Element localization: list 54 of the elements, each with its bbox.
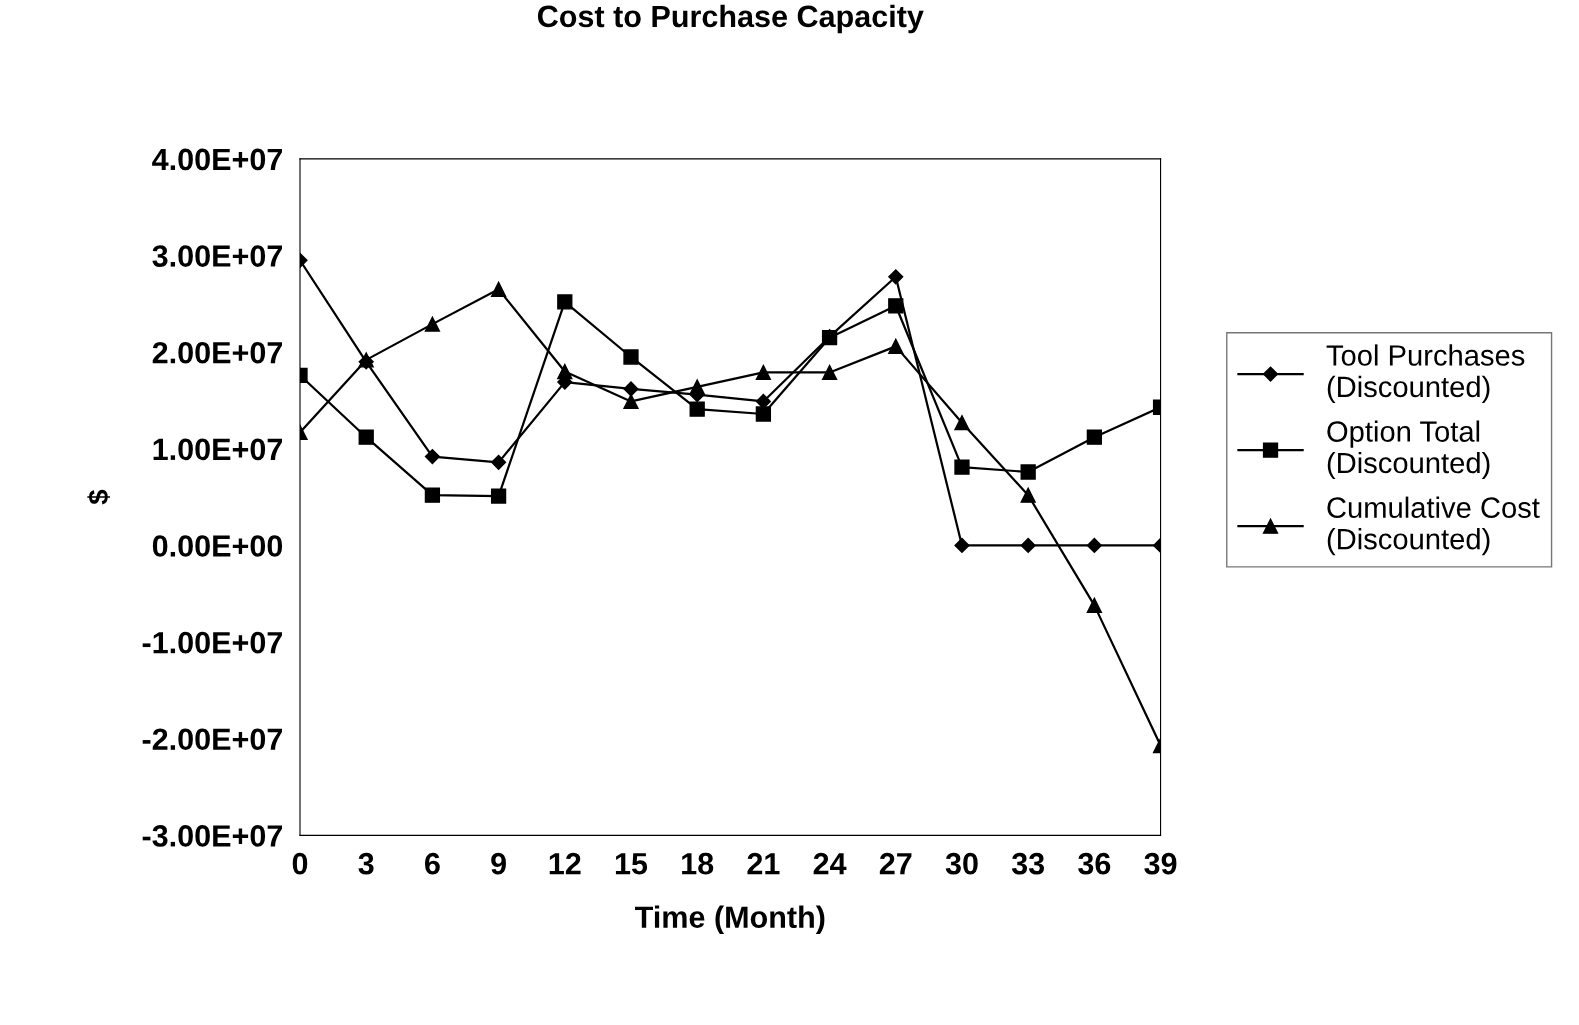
y-tick-label: 1.00E+07 bbox=[153, 438, 283, 461]
point bbox=[623, 393, 639, 410]
legend-label: Tool Purchases (Discounted) bbox=[1326, 344, 1525, 403]
point bbox=[755, 364, 772, 381]
y-tick-label: 3.00E+07 bbox=[152, 245, 283, 267]
x-tick-label: 27 bbox=[879, 852, 912, 875]
point bbox=[557, 294, 573, 310]
point bbox=[623, 381, 639, 397]
point bbox=[954, 459, 970, 475]
point bbox=[490, 488, 507, 504]
x-tick-label: 9 bbox=[491, 852, 506, 875]
y-tick-label: 2.00E+07 bbox=[152, 341, 283, 364]
y-tick-label: -1.00E+07 bbox=[142, 631, 283, 654]
point bbox=[1086, 429, 1103, 445]
y-tick-label: -2.00E+07 bbox=[142, 728, 283, 751]
point bbox=[623, 349, 639, 365]
x-tick-label: 39 bbox=[1144, 852, 1177, 875]
point bbox=[755, 406, 772, 422]
point bbox=[888, 269, 904, 285]
point bbox=[490, 281, 507, 297]
x-tick-label: 24 bbox=[813, 852, 847, 875]
x-axis-title: Time (Month) bbox=[635, 905, 825, 935]
x-tick-label: 18 bbox=[682, 852, 714, 875]
point bbox=[424, 316, 441, 332]
y-tick-label: 0.00E+00 bbox=[152, 535, 283, 557]
point bbox=[1020, 537, 1036, 554]
point bbox=[954, 537, 970, 554]
point bbox=[888, 338, 904, 355]
x-tick-label: 12 bbox=[549, 852, 581, 875]
x-tick-label: 6 bbox=[425, 852, 440, 875]
point bbox=[821, 364, 838, 381]
point bbox=[424, 487, 441, 503]
y-tick-label: -3.00E+07 bbox=[142, 825, 283, 847]
point bbox=[491, 454, 507, 470]
point bbox=[1086, 597, 1103, 614]
x-tick-label: 30 bbox=[945, 852, 978, 875]
point bbox=[1020, 487, 1036, 503]
y-axis-title: $ bbox=[87, 489, 111, 505]
chart-title: Cost to Purchase Capacity bbox=[537, 4, 924, 34]
point bbox=[1086, 537, 1102, 554]
x-tick-label: 15 bbox=[615, 853, 648, 875]
x-tick-label: 0 bbox=[292, 852, 308, 875]
legend-label: Option Total (Discounted) bbox=[1327, 420, 1490, 480]
x-tick-label: 33 bbox=[1011, 852, 1045, 875]
x-tick-label: 21 bbox=[747, 852, 780, 875]
point bbox=[954, 415, 970, 431]
point bbox=[1020, 464, 1036, 480]
x-tick-label: 36 bbox=[1078, 852, 1111, 875]
legend-label: Cumulative Cost (Discounted) bbox=[1327, 496, 1540, 556]
y-tick-label: 4.00E+07 bbox=[152, 148, 283, 171]
point bbox=[424, 448, 440, 465]
point bbox=[689, 401, 705, 417]
point bbox=[358, 429, 374, 445]
x-tick-label: 3 bbox=[358, 852, 374, 875]
